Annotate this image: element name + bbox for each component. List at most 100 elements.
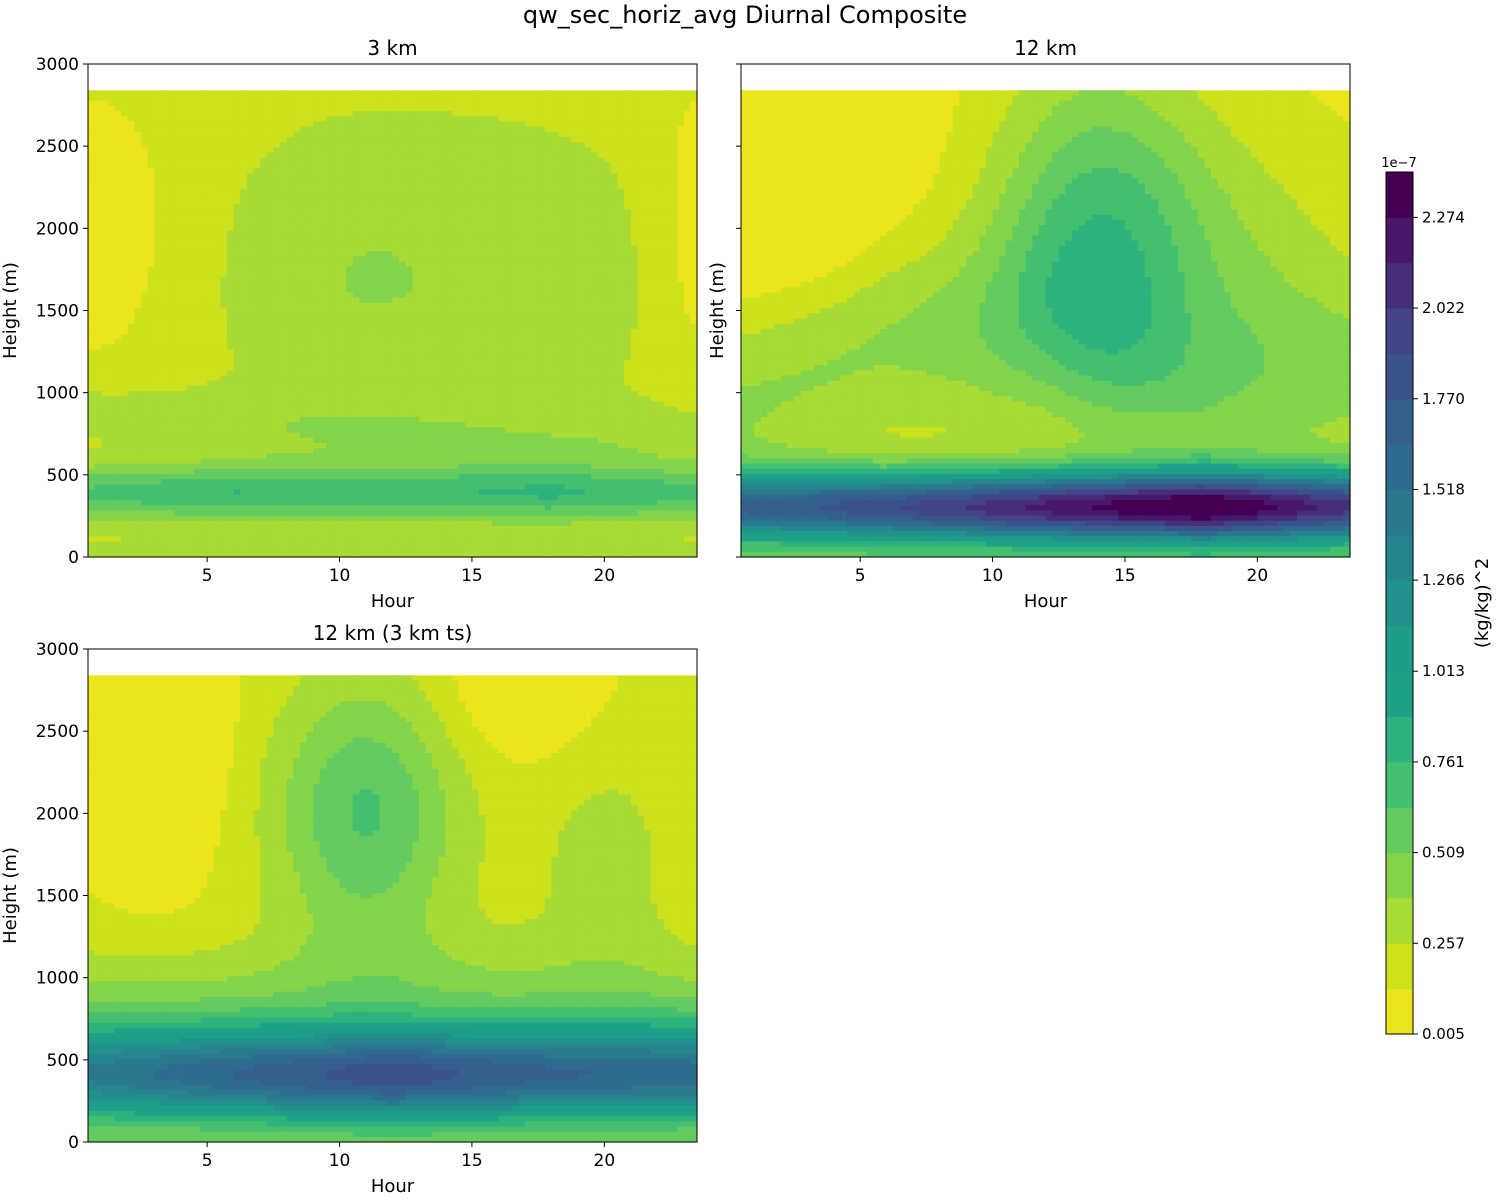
contour-cell xyxy=(511,308,519,314)
contour-cell xyxy=(107,318,116,325)
contour-cell xyxy=(359,168,367,174)
contour-cell xyxy=(147,204,155,211)
contour-cell xyxy=(220,121,228,128)
contour-cell xyxy=(313,271,321,278)
contour-cell xyxy=(538,365,546,371)
contour-cell xyxy=(564,121,572,128)
contour-cell xyxy=(88,136,96,143)
contour-cell xyxy=(657,173,665,180)
contour-cell xyxy=(498,334,506,340)
contour-cell xyxy=(114,266,122,273)
contour-cell xyxy=(405,287,413,294)
contour-cell xyxy=(213,313,221,320)
contour-cell xyxy=(670,297,678,304)
contour-cell xyxy=(207,111,215,117)
contour-cell xyxy=(670,302,678,309)
contour-cell xyxy=(379,344,387,351)
contour-cell xyxy=(571,297,579,304)
contour-cell xyxy=(657,204,665,211)
contour-cell xyxy=(657,209,665,216)
contour-cell xyxy=(498,157,506,164)
contour-cell xyxy=(167,349,175,356)
contour-cell xyxy=(227,276,235,283)
contour-cell xyxy=(677,105,685,112)
contour-cell xyxy=(405,178,413,185)
contour-cell xyxy=(690,256,698,263)
contour-cell xyxy=(293,147,301,154)
contour-cell xyxy=(121,204,129,211)
contour-cell xyxy=(498,359,506,366)
contour-cell xyxy=(101,339,109,345)
contour-cell xyxy=(531,105,539,112)
contour-cell xyxy=(610,318,619,325)
contour-cell xyxy=(306,121,314,128)
contour-cell xyxy=(498,168,506,174)
contour-cell xyxy=(299,183,308,190)
contour-cell xyxy=(650,334,658,340)
contour-cell xyxy=(94,147,102,154)
contour-cell xyxy=(637,302,645,309)
contour-cell xyxy=(538,266,546,273)
contour-cell xyxy=(193,152,202,159)
contour-cell xyxy=(174,323,182,330)
contour-cell xyxy=(366,90,374,97)
contour-cell xyxy=(491,256,500,263)
contour-cell xyxy=(677,188,685,195)
contour-cell xyxy=(306,230,314,237)
contour-cell xyxy=(253,251,261,257)
contour-cell xyxy=(279,219,288,226)
contour-cell xyxy=(94,251,102,257)
contour-cell xyxy=(107,188,116,195)
contour-cell xyxy=(677,359,685,366)
contour-cell xyxy=(458,105,466,112)
contour-cell xyxy=(107,282,116,288)
contour-cell xyxy=(531,147,539,154)
contour-cell xyxy=(584,230,592,237)
contour-cell xyxy=(630,183,639,190)
contour-cell xyxy=(557,318,566,325)
contour-cell xyxy=(134,344,142,351)
contour-cell xyxy=(207,323,215,330)
contour-cell xyxy=(551,328,559,335)
contour-cell xyxy=(352,100,360,107)
contour-cell xyxy=(498,349,506,356)
contour-cell xyxy=(107,349,116,356)
contour-cell xyxy=(412,365,420,371)
contour-cell xyxy=(286,323,294,330)
contour-cell xyxy=(352,245,360,252)
contour-cell xyxy=(332,302,341,309)
contour-cell xyxy=(286,334,294,340)
contour-cell xyxy=(471,90,480,97)
contour-cell xyxy=(617,339,625,345)
contour-cell xyxy=(326,266,334,273)
contour-cell xyxy=(650,266,658,273)
contour-cell xyxy=(121,230,129,237)
contour-cell xyxy=(677,111,685,117)
contour-cell xyxy=(650,302,658,309)
contour-cell xyxy=(452,168,460,174)
contour-cell xyxy=(207,105,215,112)
contour-cell xyxy=(657,95,665,102)
contour-cell xyxy=(253,209,261,216)
contour-cell xyxy=(445,90,453,97)
contour-cell xyxy=(670,225,678,231)
contour-cell xyxy=(557,328,566,335)
contour-cell xyxy=(299,100,308,107)
contour-cell xyxy=(273,147,281,154)
contour-cell xyxy=(690,105,698,112)
contour-cell xyxy=(372,188,380,195)
contour-cell xyxy=(471,199,480,205)
contour-cell xyxy=(273,105,281,112)
contour-cell xyxy=(326,225,334,231)
contour-cell xyxy=(478,251,486,257)
contour-cell xyxy=(650,105,658,112)
contour-cell xyxy=(332,214,341,221)
contour-cell xyxy=(399,147,407,154)
contour-cell xyxy=(670,323,678,330)
contour-cell xyxy=(617,302,625,309)
contour-cell xyxy=(352,308,360,314)
contour-cell xyxy=(670,282,678,288)
contour-cell xyxy=(193,142,202,148)
contour-cell xyxy=(505,225,513,231)
contour-cell xyxy=(306,126,314,133)
